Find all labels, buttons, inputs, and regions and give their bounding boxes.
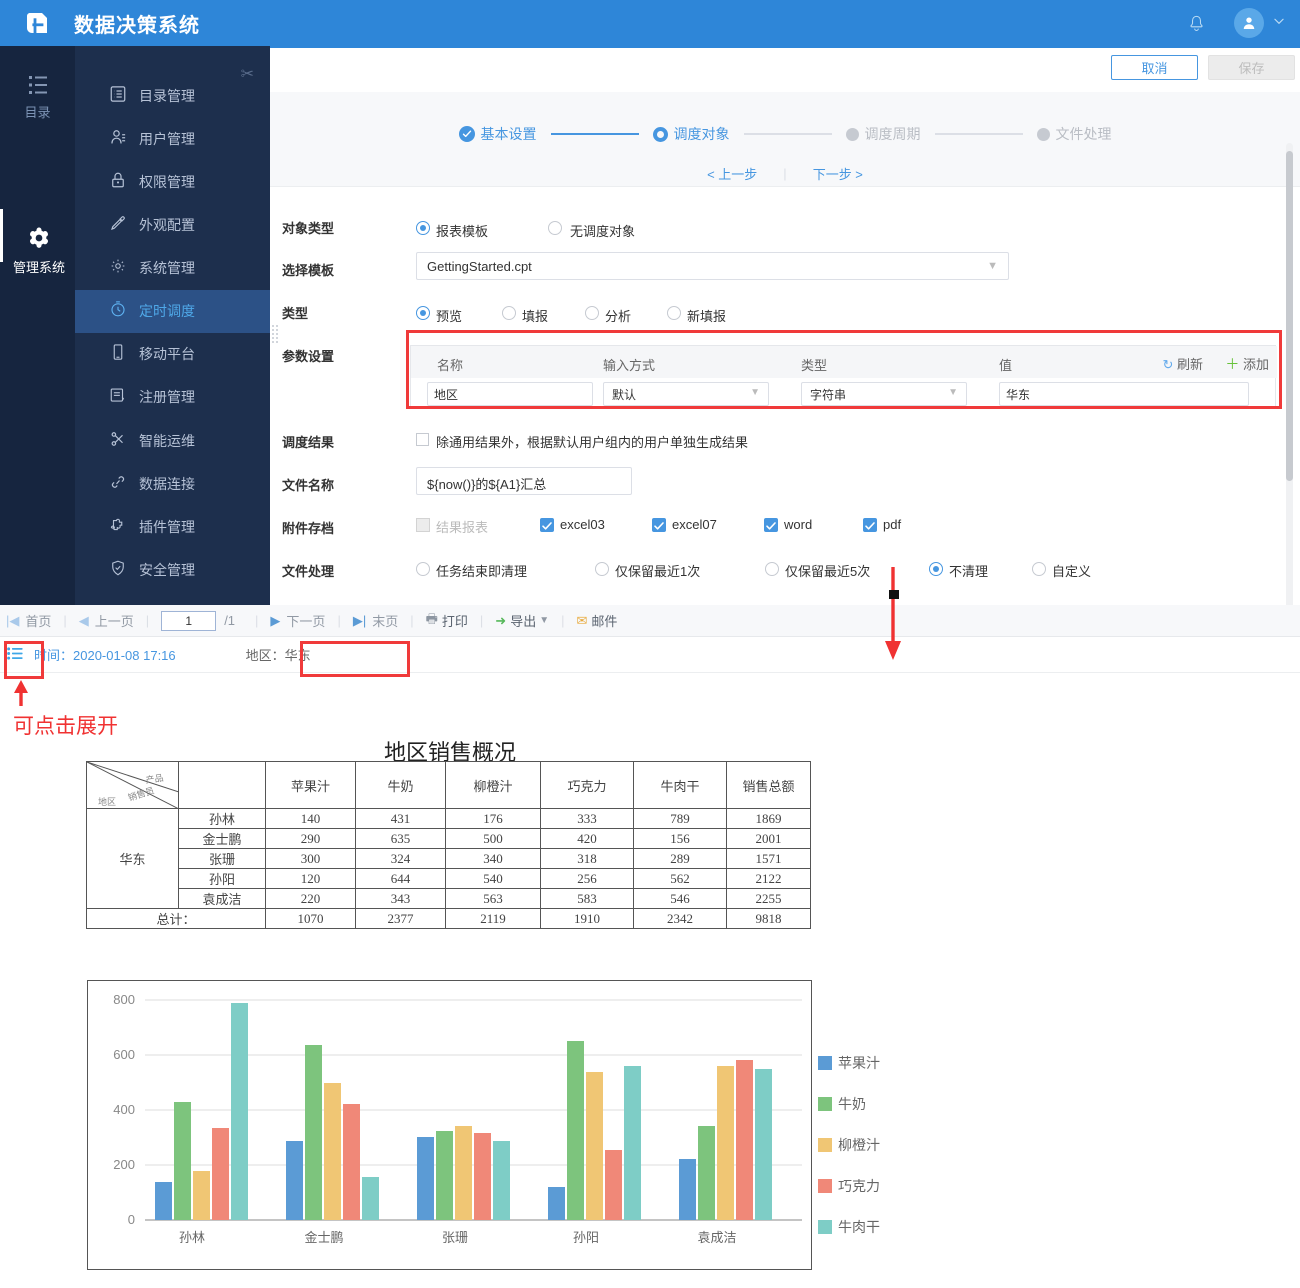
svg-text:产品: 产品 (145, 772, 165, 786)
svg-text:0: 0 (128, 1212, 135, 1227)
svg-text:袁成洁: 袁成洁 (697, 1230, 736, 1245)
svg-text:200: 200 (113, 1157, 135, 1172)
svg-text:销售员: 销售员 (126, 784, 155, 802)
svg-text:800: 800 (113, 992, 135, 1007)
svg-text:金士鹏: 金士鹏 (304, 1230, 343, 1245)
svg-text:地区: 地区 (98, 796, 116, 807)
svg-text:张珊: 张珊 (442, 1230, 468, 1245)
svg-text:400: 400 (113, 1102, 135, 1117)
svg-text:孙林: 孙林 (179, 1230, 205, 1245)
svg-text:孙阳: 孙阳 (573, 1230, 599, 1245)
svg-text:600: 600 (113, 1047, 135, 1062)
